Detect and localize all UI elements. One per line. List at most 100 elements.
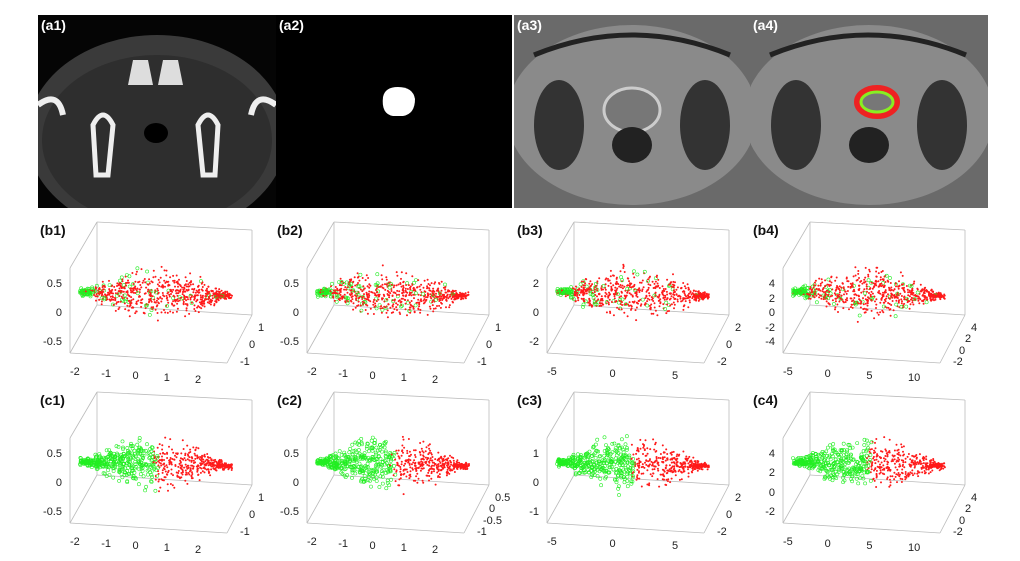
point-class-b xyxy=(880,271,883,273)
point-class-b xyxy=(165,294,168,297)
point-class-b xyxy=(152,276,155,279)
point-class-b xyxy=(213,292,216,295)
point-class-a xyxy=(341,281,346,286)
point-class-a xyxy=(594,302,599,307)
axis-line xyxy=(226,314,253,364)
point-class-b xyxy=(108,292,111,295)
point-class-b xyxy=(413,297,415,300)
point-class-b xyxy=(166,296,169,299)
point-class-b xyxy=(450,291,453,293)
point-class-b xyxy=(95,293,98,296)
point-class-b xyxy=(338,292,341,295)
point-class-b xyxy=(399,313,402,315)
point-class-b xyxy=(826,283,829,286)
point-class-b xyxy=(846,290,849,292)
point-class-b xyxy=(120,290,123,292)
point-class-b xyxy=(656,314,659,317)
point-class-b xyxy=(334,291,337,294)
point-class-a xyxy=(387,285,392,290)
point-class-b xyxy=(874,300,876,303)
point-class-b xyxy=(112,303,115,306)
point-class-b xyxy=(116,282,119,285)
y-tick-label: 4 xyxy=(971,322,978,334)
point-class-b xyxy=(154,301,157,304)
point-class-b xyxy=(385,278,388,281)
point-class-a xyxy=(826,296,831,301)
point-class-b xyxy=(893,296,896,299)
point-class-b xyxy=(818,296,821,299)
point-class-b xyxy=(167,284,170,287)
point-class-b xyxy=(906,288,909,291)
point-class-b xyxy=(405,291,408,293)
point-class-b xyxy=(887,306,890,309)
point-class-b xyxy=(201,294,204,297)
point-class-b xyxy=(827,302,830,305)
point-class-b xyxy=(375,300,378,303)
point-class-b xyxy=(613,295,616,298)
point-class-b xyxy=(429,307,432,310)
point-class-a xyxy=(857,313,862,318)
point-class-a xyxy=(670,287,675,292)
point-class-b xyxy=(344,286,347,289)
point-class-b xyxy=(885,297,888,300)
point-class-b xyxy=(124,275,127,278)
point-class-b xyxy=(870,290,873,293)
point-class-b xyxy=(130,296,133,299)
point-class-b xyxy=(182,302,185,305)
point-class-b xyxy=(126,281,129,284)
point-class-b xyxy=(897,301,900,304)
point-class-b xyxy=(406,299,409,302)
point-class-b xyxy=(391,294,394,297)
point-class-b xyxy=(374,293,377,296)
panel-label: (b3) xyxy=(517,222,543,238)
point-class-b xyxy=(878,284,881,287)
point-class-a xyxy=(812,291,817,296)
point-class-b xyxy=(132,298,135,301)
point-class-b xyxy=(160,265,163,268)
point-class-b xyxy=(664,296,667,299)
point-class-b xyxy=(418,303,421,306)
point-class-a xyxy=(894,302,899,307)
point-class-b xyxy=(824,284,827,287)
point-class-b xyxy=(100,300,103,303)
point-class-b xyxy=(183,286,185,289)
point-class-b xyxy=(451,300,454,303)
point-class-b xyxy=(112,298,115,301)
point-class-b xyxy=(341,297,344,300)
point-class-b xyxy=(621,304,624,306)
point-class-b xyxy=(426,313,429,316)
point-class-b xyxy=(355,297,358,300)
point-class-b xyxy=(198,479,201,482)
point-class-b xyxy=(436,295,439,298)
point-class-b xyxy=(892,289,895,292)
point-class-b xyxy=(688,296,691,299)
point-class-b xyxy=(173,281,176,284)
point-class-b xyxy=(207,285,210,288)
point-class-a xyxy=(862,291,867,296)
point-class-b xyxy=(869,295,872,298)
point-class-b xyxy=(185,280,188,282)
point-class-b xyxy=(622,267,625,269)
point-class-a xyxy=(832,302,836,306)
point-class-b xyxy=(620,308,623,311)
point-class-b xyxy=(434,281,437,284)
point-class-b xyxy=(442,297,445,300)
point-class-b xyxy=(618,296,621,299)
point-class-b xyxy=(366,312,369,315)
point-class-b xyxy=(118,287,121,290)
point-class-a xyxy=(895,291,900,296)
point-class-b xyxy=(134,312,137,315)
point-class-b xyxy=(167,280,170,283)
point-class-b xyxy=(920,289,923,292)
point-class-b xyxy=(396,309,398,311)
point-class-b xyxy=(170,293,172,295)
point-class-b xyxy=(607,278,609,280)
point-class-b xyxy=(657,296,660,299)
point-class-b xyxy=(838,287,840,290)
point-class-b xyxy=(161,284,164,287)
point-class-b xyxy=(618,285,621,288)
point-class-b xyxy=(152,269,155,272)
point-class-b xyxy=(144,281,147,284)
point-class-b xyxy=(462,297,465,300)
point-class-b xyxy=(863,278,866,281)
